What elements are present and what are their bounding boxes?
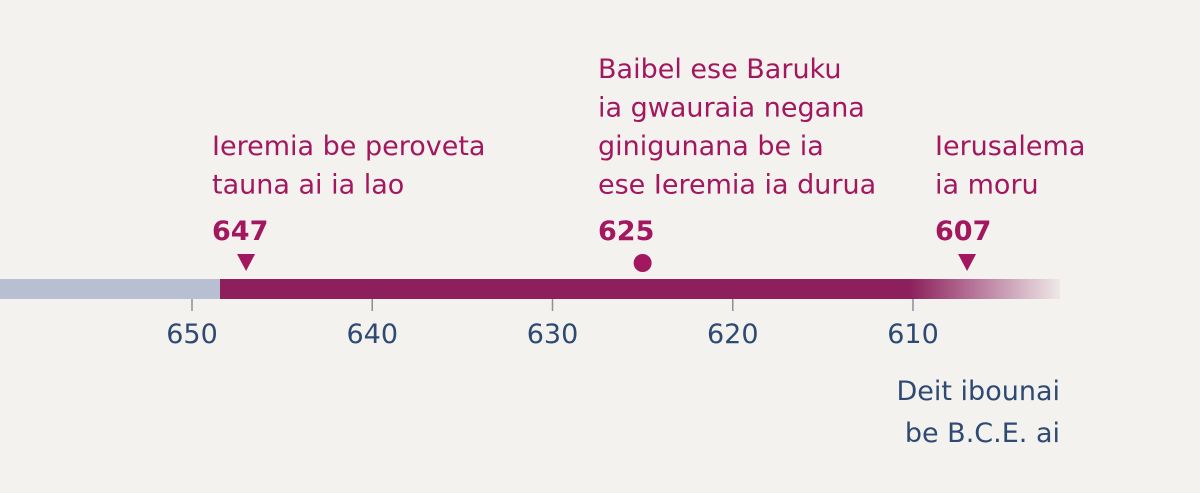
- event-label: Baibel ese Baruku: [598, 54, 841, 85]
- event-year: 625: [598, 216, 654, 247]
- event-marker: [958, 254, 977, 271]
- event-label: tauna ai ia lao: [212, 170, 404, 201]
- event-marker: [237, 254, 256, 271]
- event-label: ginigunana be ia: [598, 131, 824, 162]
- axis-note: be B.C.E. ai: [905, 418, 1060, 449]
- event-year: 647: [212, 216, 268, 247]
- event-label: Ierusalema: [935, 131, 1085, 162]
- tick-label: 620: [707, 319, 759, 350]
- event-label: ia moru: [935, 170, 1039, 201]
- tick-label: 640: [346, 319, 398, 350]
- event-marker: [633, 254, 652, 272]
- event-label: Ieremia be peroveta: [212, 131, 485, 162]
- tick-label: 610: [887, 319, 939, 350]
- axis-note: Deit ibounai: [896, 376, 1060, 407]
- event-label: ese Ieremia ia durua: [598, 170, 876, 201]
- tick-label: 630: [527, 319, 579, 350]
- timeline-bar-before: [0, 279, 222, 299]
- event-label: ia gwauraia negana: [598, 93, 865, 124]
- event-year: 607: [935, 216, 991, 247]
- tick-label: 650: [166, 319, 218, 350]
- timeline-bar: [220, 279, 1060, 299]
